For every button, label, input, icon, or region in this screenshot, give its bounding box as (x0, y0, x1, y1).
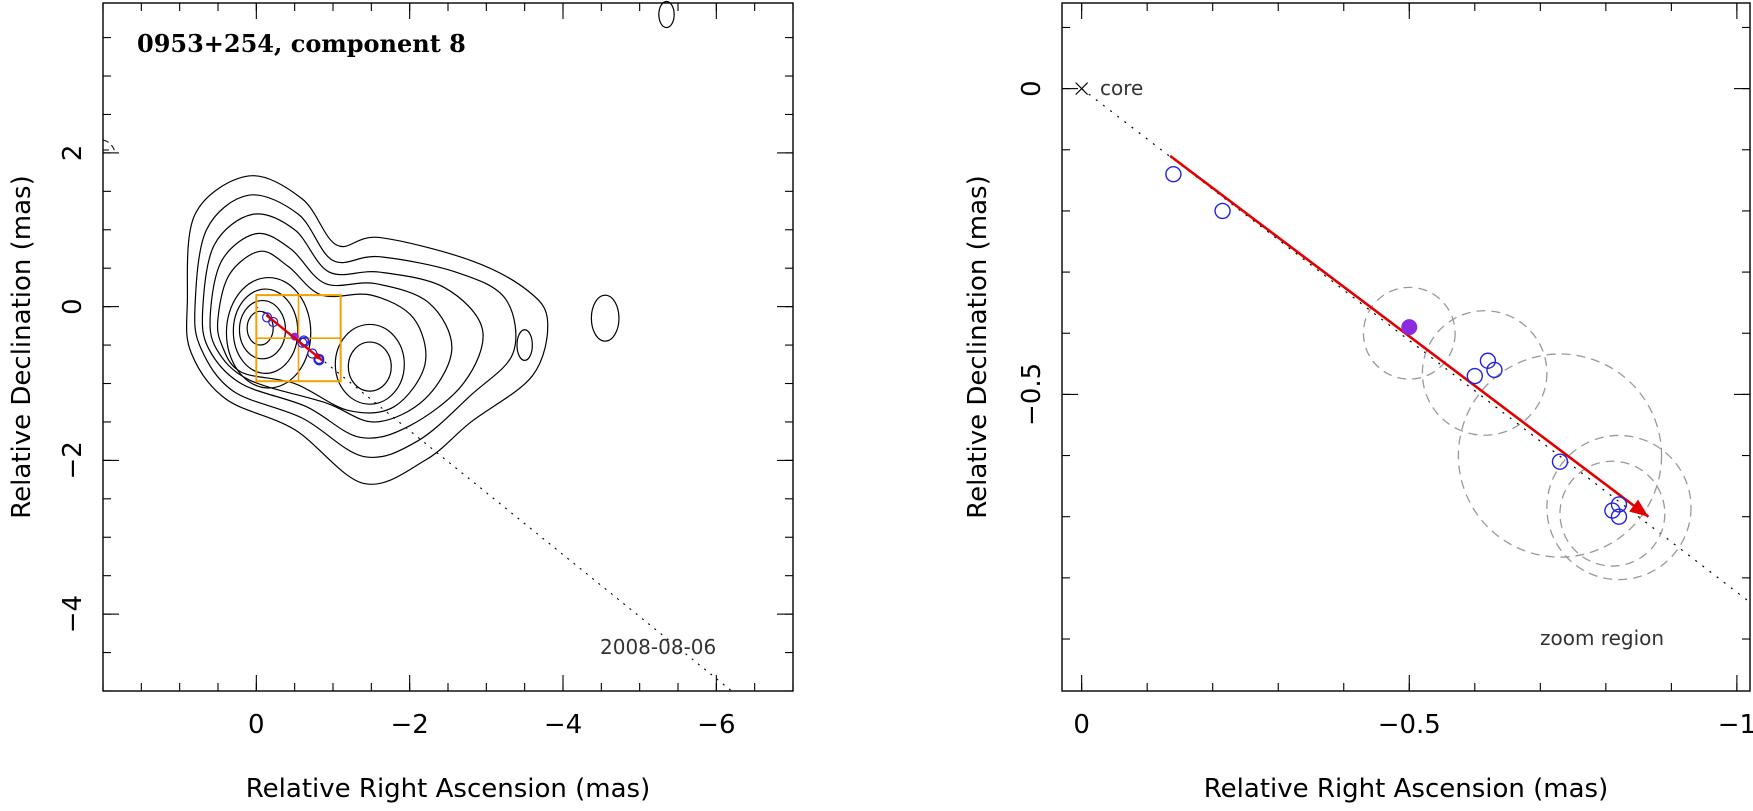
zoom-region-label: zoom region (1540, 626, 1664, 650)
uncertainty-circle (1362, 286, 1456, 380)
right-y-axis-label: Relative Declination (mas) (963, 175, 993, 518)
x-tick-label: −1 (1718, 710, 1753, 740)
position-point (1610, 496, 1628, 513)
uncertainty-circle (1546, 434, 1692, 581)
contour-level (590, 294, 620, 342)
y-tick-label: −4 (58, 595, 88, 633)
left-contours (102, 0, 675, 485)
motion-arrow (265, 314, 324, 362)
contour-level (238, 299, 287, 360)
right-panel: 0 −0.5 −1 0 −0.5 core zoom region Relative R… (963, 2, 1753, 804)
core-label: core (1100, 76, 1143, 100)
contour-level (194, 194, 517, 459)
y-tick-label: 0 (58, 298, 88, 315)
contour-level (516, 329, 533, 362)
x-tick-label: −0.5 (1378, 710, 1441, 740)
core-marker (1075, 82, 1089, 96)
position-point (1610, 508, 1628, 525)
motion-arrow-head (1629, 499, 1649, 517)
y-tick-label: 2 (58, 145, 88, 162)
right-axis-ticks: 0 −0.5 −1 0 −0.5 (1017, 3, 1753, 740)
left-plot-frame (102, 2, 794, 692)
x-tick-label: −4 (544, 710, 582, 740)
negative-contour (102, 139, 116, 153)
left-overlay (255, 294, 733, 692)
contour-level (225, 276, 312, 389)
left-axis-ticks: 0 −2 −4 −6 2 0 −2 −4 (58, 3, 794, 740)
right-x-axis-label: Relative Right Ascension (mas) (1204, 774, 1608, 804)
uncertainty-circle (1421, 310, 1548, 436)
contour-level (334, 323, 405, 405)
x-tick-label: 0 (1073, 710, 1090, 740)
left-panel: 0 −2 −4 −6 2 0 −2 −4 0953+254, component 8 2008… (7, 0, 794, 804)
right-plot-frame (1061, 2, 1751, 692)
position-point (307, 348, 318, 359)
position-point (1604, 502, 1621, 519)
motion-arrow-head (313, 352, 323, 361)
position-point (1466, 367, 1484, 385)
contour-level (246, 310, 274, 346)
position-point (1479, 352, 1497, 369)
contour-level (216, 250, 427, 414)
x-tick-label: −6 (697, 710, 735, 740)
x-tick-label: 0 (248, 710, 265, 740)
contour-level (209, 232, 453, 423)
left-y-axis-label: Relative Declination (mas) (7, 175, 37, 518)
jet-direction-line (1081, 88, 1751, 603)
jet-direction-line (255, 306, 733, 692)
contour-level (185, 175, 549, 485)
contour-level (658, 0, 675, 29)
uncertainty-circle (1457, 353, 1663, 558)
position-point (268, 316, 279, 328)
position-point (1551, 453, 1569, 470)
position-point (1165, 166, 1182, 183)
motion-arrow (1169, 154, 1650, 518)
left-epoch-label: 2008-08-06 (600, 635, 716, 659)
y-tick-label: 0 (1017, 80, 1047, 97)
y-tick-label: −0.5 (1017, 363, 1047, 426)
right-overlay (1075, 82, 1751, 603)
left-x-axis-label: Relative Right Ascension (mas) (246, 774, 650, 804)
y-tick-label: −2 (58, 441, 88, 479)
x-tick-label: −2 (391, 710, 429, 740)
left-title: 0953+254, component 8 (137, 29, 466, 58)
uncertainty-circle (1559, 460, 1666, 567)
epoch-point (1401, 319, 1418, 336)
contour-level (201, 213, 484, 439)
position-point (1214, 202, 1231, 220)
position-point (1486, 361, 1503, 379)
contour-level (347, 341, 392, 392)
